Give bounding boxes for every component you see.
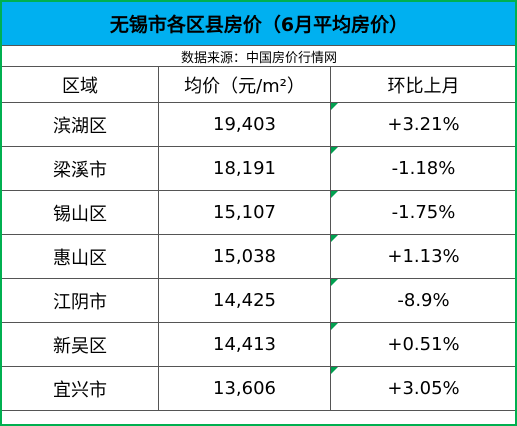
data-row: 锡山区 15,107 -1.75% — [2, 190, 515, 235]
district: 新吴区 — [2, 322, 159, 367]
data-row: 江阴市 14,425 -8.9% — [2, 278, 515, 323]
data-row: 宜兴市 13,606 +3.05% — [2, 366, 515, 411]
header-cell: 均价（元/m²） — [158, 66, 331, 103]
district: 滨湖区 — [2, 102, 159, 147]
data-row: 滨湖区 19,403 +3.21% — [2, 102, 515, 147]
avg-price: 18,191 — [158, 146, 331, 191]
district: 梁溪市 — [2, 146, 159, 191]
mom-change: +3.05% — [329, 366, 515, 411]
header-row: 区域 均价（元/m²） 环比上月 — [2, 66, 515, 103]
mom-change: -8.9% — [329, 278, 515, 323]
district: 宜兴市 — [2, 366, 159, 411]
avg-price: 14,413 — [158, 322, 331, 367]
avg-price: 15,038 — [158, 234, 331, 279]
avg-price: 19,403 — [158, 102, 331, 147]
data-row: 梁溪市 18,191 -1.18% — [2, 146, 515, 191]
district: 江阴市 — [2, 278, 159, 323]
source-note: 数据来源：中国房价行情网 — [2, 45, 515, 67]
mom-change: +0.51% — [329, 322, 515, 367]
title-row: 无锡市各区县房价（6月平均房价） — [2, 2, 515, 46]
avg-price: 14,425 — [158, 278, 331, 323]
price-table: 无锡市各区县房价（6月平均房价） 数据来源：中国房价行情网 区域 均价（元/m²… — [2, 2, 515, 411]
avg-price: 15,107 — [158, 190, 331, 235]
data-row: 惠山区 15,038 +1.13% — [2, 234, 515, 279]
district: 惠山区 — [2, 234, 159, 279]
mom-change: +3.21% — [329, 102, 515, 147]
table-title: 无锡市各区县房价（6月平均房价） — [2, 2, 515, 46]
mom-change: +1.13% — [329, 234, 515, 279]
data-row: 新吴区 14,413 +0.51% — [2, 322, 515, 367]
header-cell: 区域 — [2, 66, 159, 103]
header-cell: 环比上月 — [329, 66, 515, 103]
avg-price: 13,606 — [158, 366, 331, 411]
mom-change: -1.75% — [329, 190, 515, 235]
mom-change: -1.18% — [329, 146, 515, 191]
source-row: 数据来源：中国房价行情网 — [2, 45, 515, 67]
district: 锡山区 — [2, 190, 159, 235]
